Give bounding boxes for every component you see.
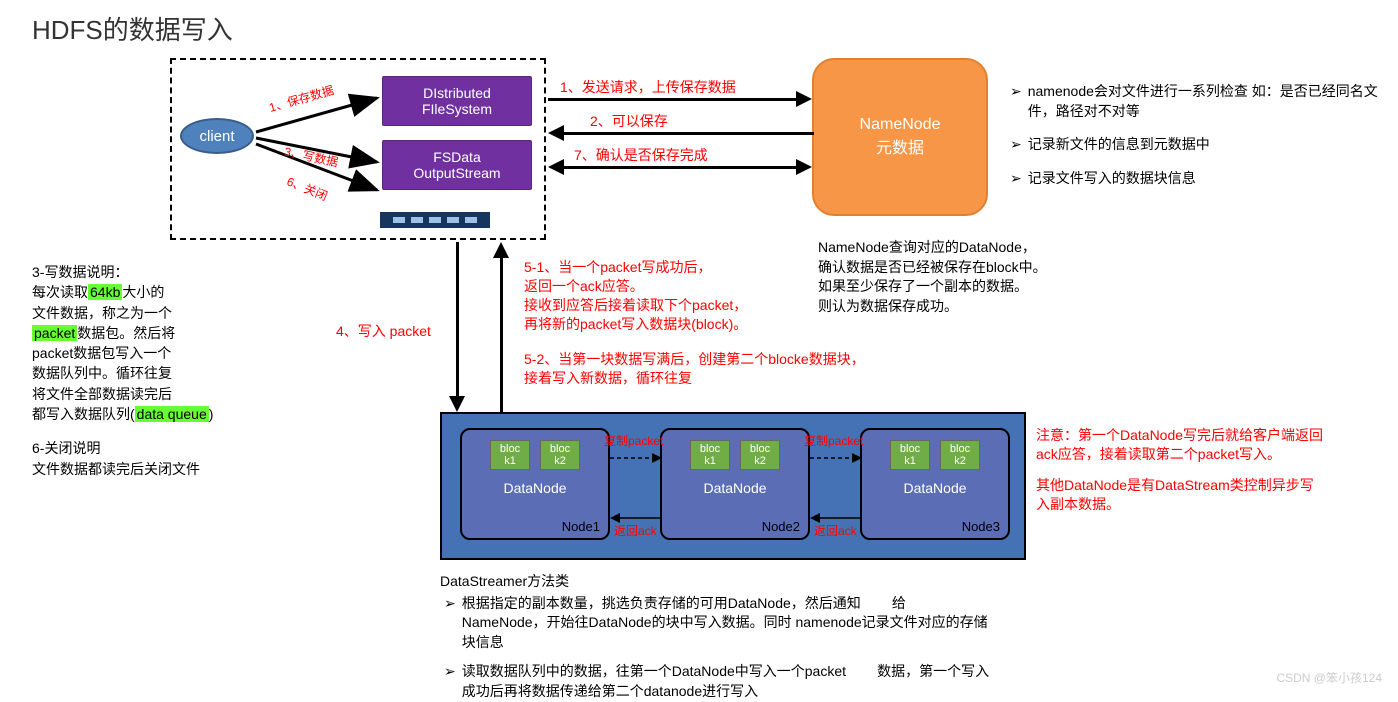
node1-name: Node1 [562, 519, 600, 534]
node3-block1: bloc k1 [890, 440, 930, 470]
node2-name: Node2 [762, 519, 800, 534]
arrow7-line [564, 166, 798, 169]
dfs-line2: FIleSystem [383, 101, 531, 117]
node3-box: bloc k1 bloc k2 DataNode Node3 [860, 428, 1010, 540]
node3-block2: bloc k2 [940, 440, 980, 470]
data-strip [380, 212, 490, 228]
arrow7-head-l [548, 159, 564, 175]
ack-label-1: 返回ack [614, 522, 657, 539]
node1-block2: bloc k2 [540, 440, 580, 470]
client-node: client [180, 118, 254, 154]
arrow5-line [500, 258, 503, 414]
nn-line1: NameNode [860, 116, 941, 134]
node2-box: bloc k1 bloc k2 DataNode Node2 [660, 428, 810, 540]
fsdata-outputstream-box: FSData OutputStream [382, 140, 532, 190]
node3-title: DataNode [862, 480, 1008, 496]
copy-label-2: 复制packet [804, 432, 863, 449]
fs-line1: FSData [383, 149, 531, 165]
note-5-2: 5-2、当第一块数据写满后，创建第二个blocke数据块， 接着写入新数据，循环… [524, 350, 865, 388]
arrow2-label: 2、可以保存 [590, 112, 668, 131]
node1-block1: bloc k1 [490, 440, 530, 470]
arrow2-head [548, 125, 564, 141]
node3-name: Node3 [962, 519, 1000, 534]
node1-title: DataNode [462, 480, 608, 496]
ack-label-2: 返回ack [814, 522, 857, 539]
nn-line2: 元数据 [876, 134, 924, 158]
copy-arrow-2 [810, 450, 862, 466]
arrow4-line [456, 242, 459, 398]
node2-title: DataNode [662, 480, 808, 496]
arrow7-head-r [796, 159, 812, 175]
fs-line2: OutputStream [383, 165, 531, 181]
arrow4-head [449, 396, 465, 412]
node1-box: bloc k1 bloc k2 DataNode Node1 [460, 428, 610, 540]
right-red-note: 注意：第一个DataNode写完后就给客户端返回 ack应答，接着读取第二个pa… [1036, 426, 1323, 514]
watermark: CSDN @笨小孩124 [1276, 669, 1382, 686]
nn-note: NameNode查询对应的DataNode， 确认数据是否已经被保存在block… [818, 238, 1047, 316]
left-notes: 3-写数据说明： 每次读取64kb大小的 文件数据，称之为一个 packet数据… [32, 262, 213, 479]
arrow1-head [796, 91, 812, 107]
arrow7-label: 7、确认是否保存完成 [574, 146, 708, 165]
note-5-1: 5-1、当一个packet写成功后， 返回一个ack应答。 接收到应答后接着读取… [524, 258, 747, 334]
copy-label-1: 复制packet [604, 432, 663, 449]
copy-arrow-1 [610, 450, 662, 466]
arrow1-label: 1、发送请求，上传保存数据 [560, 78, 736, 97]
arrow1-line [548, 98, 798, 101]
footer-notes: DataStreamer方法类 ➢根据指定的副本数量，挑选负责存储的可用Data… [440, 572, 990, 702]
datanode-area: bloc k1 bloc k2 DataNode Node1 bloc k1 b… [440, 412, 1026, 560]
dfs-line1: DIstributed [383, 85, 531, 101]
arrow2-line [564, 132, 814, 135]
nn-bullets: ➢namenode会对文件进行一系列检查 如：是否已经同名文件，路径对不对等 ➢… [1010, 82, 1380, 188]
node2-block1: bloc k1 [690, 440, 730, 470]
arrow5-head [493, 242, 509, 258]
distributed-filesystem-box: DIstributed FIleSystem [382, 76, 532, 126]
namenode-box: NameNode 元数据 [812, 58, 988, 216]
step4-label: 4、写入 packet [336, 322, 431, 341]
page-title: HDFS的数据写入 [32, 10, 233, 47]
node2-block2: bloc k2 [740, 440, 780, 470]
